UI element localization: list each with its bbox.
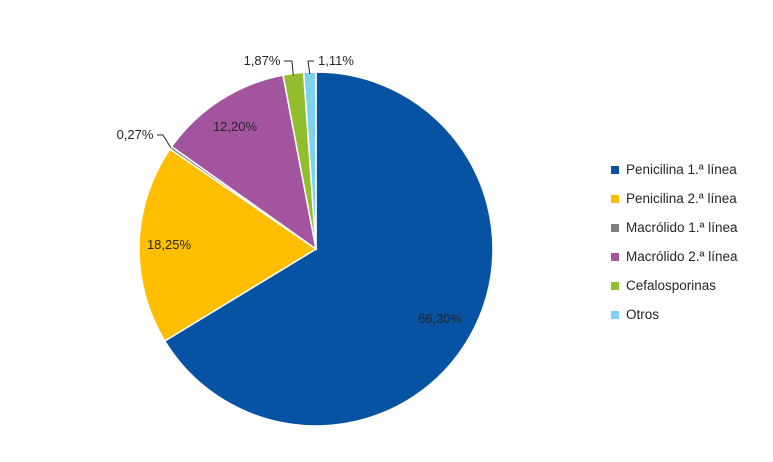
data-label-4: 1,87% <box>244 53 281 68</box>
data-label-2: 0,27% <box>117 127 154 142</box>
legend-item-4: Cefalosporinas <box>611 271 738 300</box>
legend-label-0: Penicilina 1.ª línea <box>626 162 737 177</box>
legend-item-5: Otros <box>611 300 738 329</box>
legend-swatch-0 <box>611 165 619 174</box>
leader-line-4 <box>284 60 294 76</box>
legend-label-2: Macrólido 1.ª línea <box>626 220 738 235</box>
legend: Penicilina 1.ª línea Penicilina 2.ª línea… <box>611 155 738 329</box>
data-label-0: 66,30% <box>418 311 463 326</box>
pie-slice-1 <box>138 148 318 343</box>
pie-slice-0 <box>163 71 494 427</box>
data-label-1: 18,25% <box>147 237 192 252</box>
legend-swatch-4 <box>611 281 619 290</box>
legend-swatch-5 <box>611 310 619 319</box>
legend-swatch-1 <box>611 194 619 203</box>
legend-label-4: Cefalosporinas <box>626 278 717 293</box>
legend-item-3: Macrólido 2.ª línea <box>611 242 738 271</box>
legend-label-3: Macrólido 2.ª línea <box>626 249 738 264</box>
leader-line-2 <box>157 134 172 149</box>
legend-item-1: Penicilina 2.ª línea <box>611 184 738 213</box>
legend-swatch-3 <box>611 252 619 261</box>
leader-line-5 <box>307 60 314 75</box>
data-label-3: 12,20% <box>213 119 258 134</box>
data-label-5: 1,11% <box>318 53 354 68</box>
legend-label-5: Otros <box>626 307 660 322</box>
legend-item-2: Macrólido 1.ª línea <box>611 213 738 242</box>
legend-label-1: Penicilina 2.ª línea <box>626 191 737 206</box>
pie-slice-3 <box>170 74 318 251</box>
legend-item-0: Penicilina 1.ª línea <box>611 155 738 184</box>
legend-swatch-2 <box>611 223 619 232</box>
